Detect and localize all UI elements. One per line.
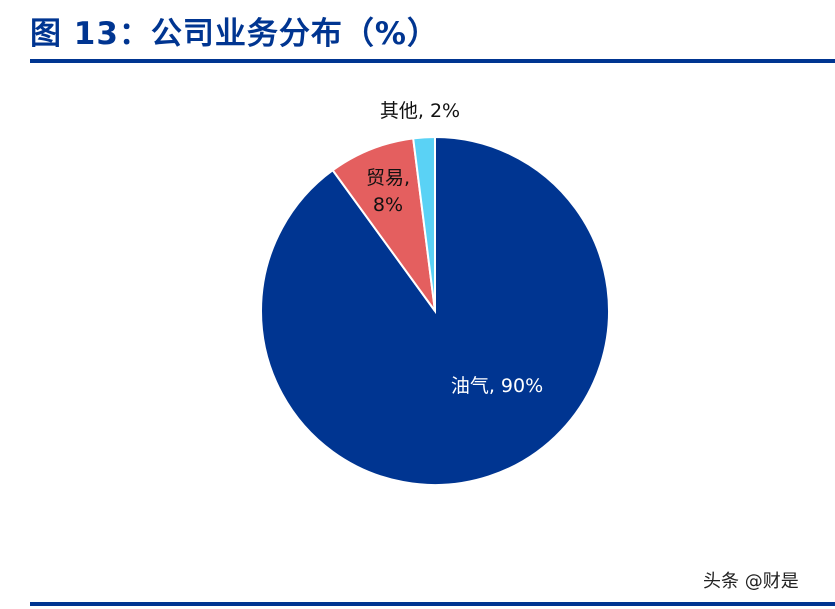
slice-label-1: 油气, 90%	[451, 375, 543, 397]
bottom-rule	[30, 602, 835, 606]
slice-label-3: 其他, 2%	[380, 100, 460, 122]
chart-title: 图 13：公司业务分布（%）	[30, 16, 439, 52]
title-underline	[30, 59, 835, 63]
slice-label-2: 贸易, 8%	[366, 167, 410, 216]
pie-slices	[260, 135, 611, 486]
pie-labels: 油气, 90% 贸易, 8% 其他, 2%	[366, 100, 543, 397]
pie-slice-3	[412, 135, 436, 312]
watermark-text: 头条 @财是	[703, 571, 799, 592]
